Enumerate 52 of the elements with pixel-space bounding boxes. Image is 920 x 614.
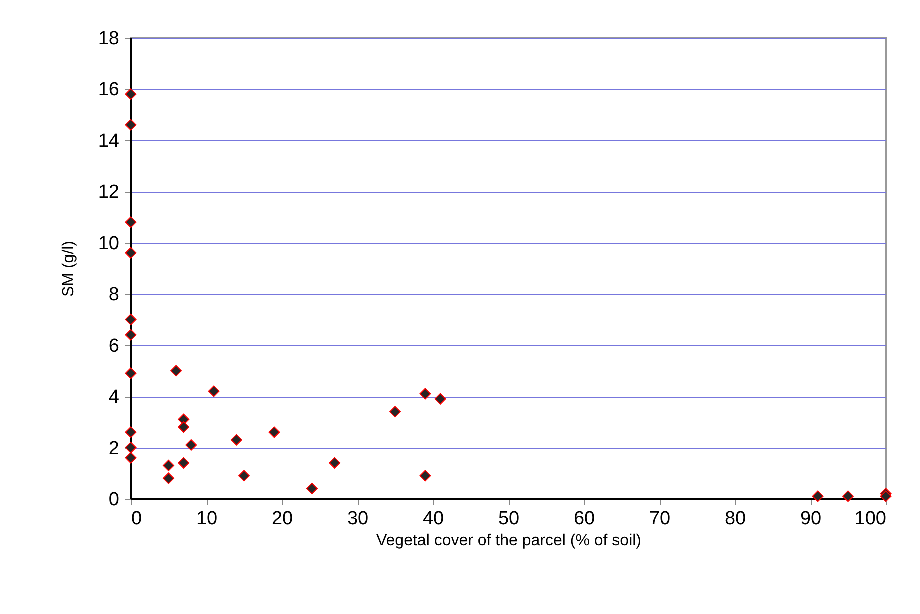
- y-tick-label: 10: [98, 233, 120, 254]
- x-tick-label: 50: [498, 508, 520, 530]
- y-tick-label: 6: [108, 336, 120, 357]
- point: [390, 406, 401, 418]
- point: [420, 470, 432, 482]
- point: [125, 216, 137, 228]
- x-tick-label: 40: [422, 508, 444, 530]
- x-tick-label: 20: [272, 508, 294, 530]
- x-tick-label: 90: [800, 508, 822, 530]
- point: [163, 472, 174, 484]
- point: [329, 457, 341, 469]
- point: [306, 483, 318, 494]
- point: [125, 88, 137, 100]
- x-tick-label: 10: [196, 508, 218, 530]
- x-tick-label: 80: [724, 508, 746, 530]
- point: [420, 388, 432, 400]
- y-tick-label: 0: [108, 490, 120, 510]
- point: [178, 457, 190, 469]
- x-axis-title: Vegetal cover of the parcel (% of soil): [376, 532, 642, 550]
- point: [880, 490, 892, 502]
- point: [170, 365, 182, 377]
- point: [434, 393, 446, 405]
- y-tick-label: 14: [98, 130, 120, 152]
- x-tick-label: 70: [649, 508, 671, 530]
- point: [163, 460, 174, 472]
- point: [842, 490, 854, 502]
- point: [125, 314, 137, 326]
- point: [125, 119, 137, 131]
- x-tick-label: 60: [574, 508, 596, 530]
- y-tick-label: 18: [98, 28, 120, 50]
- point: [125, 426, 137, 438]
- y-tick-label: 2: [108, 438, 120, 460]
- y-tick-label: 16: [98, 80, 120, 101]
- point: [125, 442, 137, 454]
- point: [186, 439, 198, 451]
- y-tick-label: 12: [98, 182, 120, 204]
- x-tick-label: 30: [347, 508, 369, 530]
- point: [812, 490, 824, 502]
- y-tick-label: 8: [108, 284, 120, 306]
- point: [178, 422, 190, 434]
- point: [125, 329, 137, 341]
- point: [230, 434, 242, 446]
- x-tick-label: 0: [132, 508, 142, 530]
- point: [268, 426, 280, 438]
- point: [125, 247, 137, 259]
- point: [125, 368, 137, 380]
- point: [208, 386, 220, 398]
- y-tick-label: 4: [108, 387, 120, 408]
- point: [125, 452, 137, 464]
- point: [238, 470, 250, 482]
- x-tick-label: 100: [854, 508, 886, 530]
- y-axis-title: SM (g/l): [60, 241, 78, 297]
